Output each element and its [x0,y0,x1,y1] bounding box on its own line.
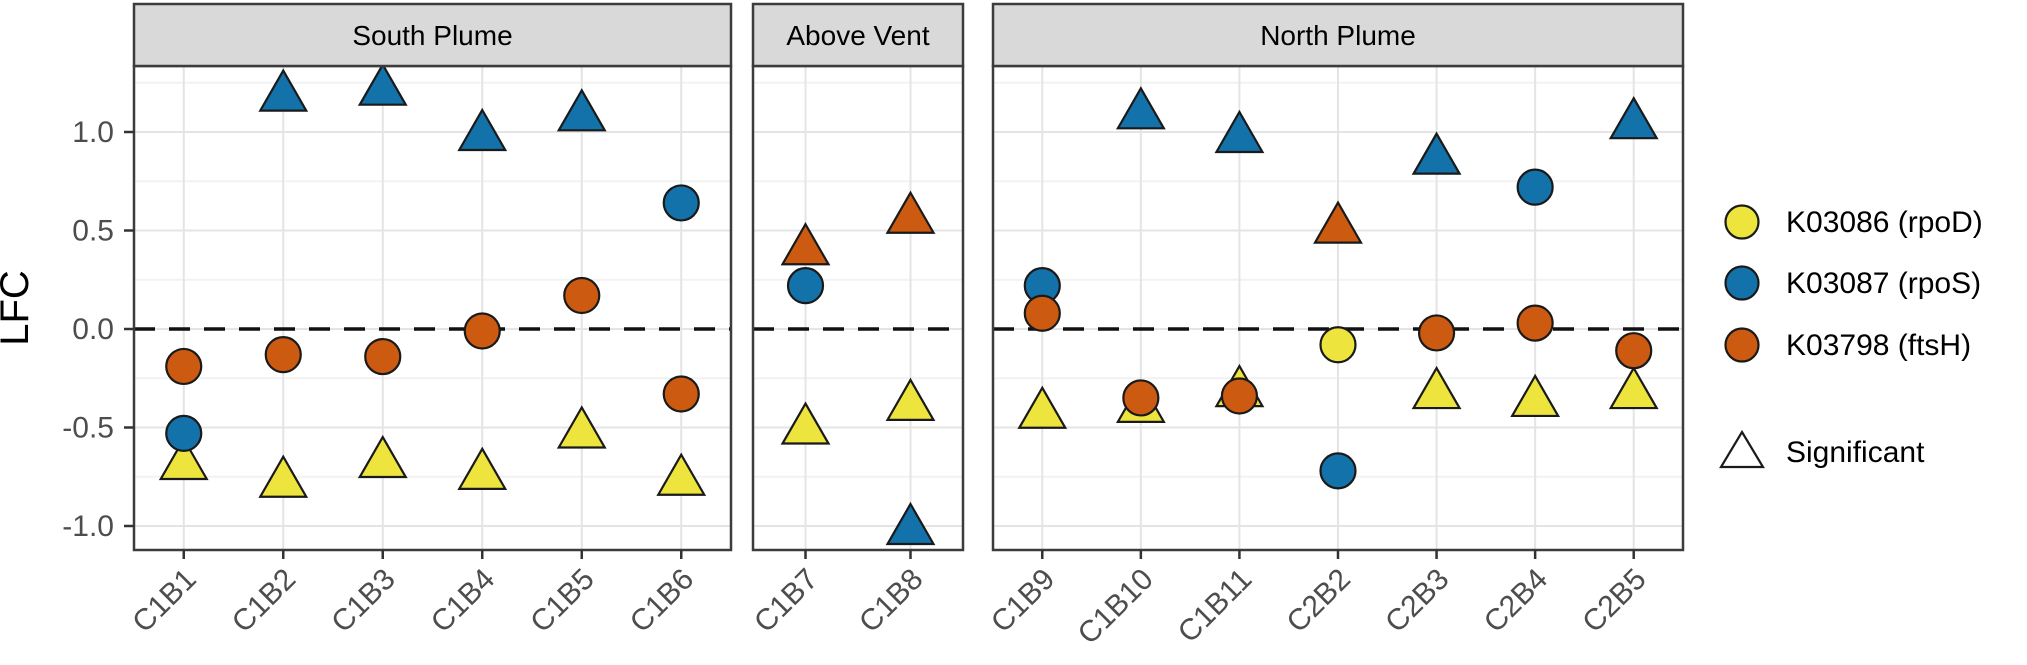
data-point-triangle [556,88,607,132]
data-point-triangle [656,452,707,496]
data-point-circle [1615,332,1653,370]
data-point-circle [1122,379,1160,417]
data-point-triangle [1411,365,1462,410]
legend-label-rpoD: K03086 (rpoD) [1786,206,1983,239]
y-tick-label: -0.5 [62,412,114,445]
legend-swatch-rpoD [1724,204,1760,240]
data-point-circle [786,267,825,305]
panel-background [134,66,731,550]
legend-label-rpoS: K03087 (rpoS) [1786,267,1981,300]
data-point-triangle [885,190,936,234]
x-tick-label: C1B8 [853,563,929,639]
data-point-triangle [1313,200,1363,244]
x-tick-label: C1B2 [226,563,302,639]
y-tick-label: 0.0 [72,313,114,346]
x-tick-label: C2B3 [1379,563,1455,639]
data-point-triangle [1510,373,1561,418]
facet-panel: Above Vent C1B7 C1B8 [748,2,965,639]
data-point-triangle [357,434,408,479]
y-tick-label: 1.0 [72,116,114,149]
data-point-circle [165,347,203,386]
y-tick-label: -1.0 [62,510,114,543]
legend: K03086 (rpoD) K03087 (rpoS) K03798 (ftsH) S… [1719,204,1983,469]
data-point-triangle [258,454,309,498]
x-tick-label: C1B1 [126,563,202,639]
data-point-triangle [258,68,309,112]
data-point-triangle [1115,86,1166,130]
data-point-circle [1319,452,1357,490]
data-point-triangle [1608,365,1659,410]
facet-panel: South Plume C1B1 C1B2 C1B3 C1B4 C1B5 C1B6 [126,2,733,639]
data-point-circle [563,276,601,315]
facet-strip [132,2,733,68]
data-point-triangle [457,446,508,490]
data-point-triangle [885,377,936,421]
legend-swatch-significant-triangle [1719,429,1765,469]
legend-swatch-rpoS [1724,265,1760,301]
data-point-circle [1023,294,1061,332]
facet-strip [751,2,965,68]
legend-swatch-ftsH [1724,327,1760,363]
legend-label-significant: Significant [1786,436,1925,469]
data-point-triangle [1608,95,1659,140]
y-tick-label: 0.5 [72,215,114,248]
data-point-circle [364,337,402,376]
facet-strip-label: North Plume [1260,20,1416,51]
panel-background [753,66,963,550]
x-tick-label: C1B5 [524,563,600,639]
data-point-triangle [1411,131,1462,175]
data-point-triangle [780,401,831,445]
data-point-triangle [357,62,408,106]
x-tick-label: C1B6 [624,563,700,639]
data-point-circle [1417,314,1456,352]
data-point-triangle [556,405,607,449]
x-tick-label: C1B3 [325,563,401,639]
data-point-circle [1319,326,1357,364]
data-point-circle [662,375,700,413]
facet-panel: North Plume C1B9 C1B10 C1B11 C2B2 C2B3 C2B4 C2B… [985,2,1685,651]
x-tick-label: C2B5 [1576,563,1652,639]
data-point-circle [1516,304,1554,342]
legend-label-ftsH: K03798 (ftsH) [1786,329,1971,362]
data-point-triangle [457,107,508,152]
x-tick-label: C1B10 [1072,563,1160,651]
data-point-circle [463,312,501,350]
data-point-circle [1516,168,1554,206]
x-tick-label: C2B4 [1478,563,1554,639]
facet-strip-label: Above Vent [786,20,929,51]
x-tick-label: C1B9 [985,563,1061,639]
data-point-triangle [1017,385,1068,429]
x-tick-label: C1B11 [1172,563,1259,650]
x-tick-label: C1B4 [425,563,501,639]
data-point-triangle [780,222,831,266]
y-axis-title: LFC [0,270,37,346]
facet-strip-label: South Plume [352,20,512,51]
data-point-circle [662,184,700,222]
data-point-triangle [158,436,209,481]
data-point-triangle [885,501,936,546]
data-point-circle [1220,377,1259,415]
facet-strip [991,2,1685,68]
x-tick-label: C1B7 [748,563,824,639]
data-point-circle [264,336,302,374]
data-point-circle [165,414,203,453]
x-tick-label: C2B2 [1281,563,1357,639]
data-point-triangle [1214,109,1265,154]
